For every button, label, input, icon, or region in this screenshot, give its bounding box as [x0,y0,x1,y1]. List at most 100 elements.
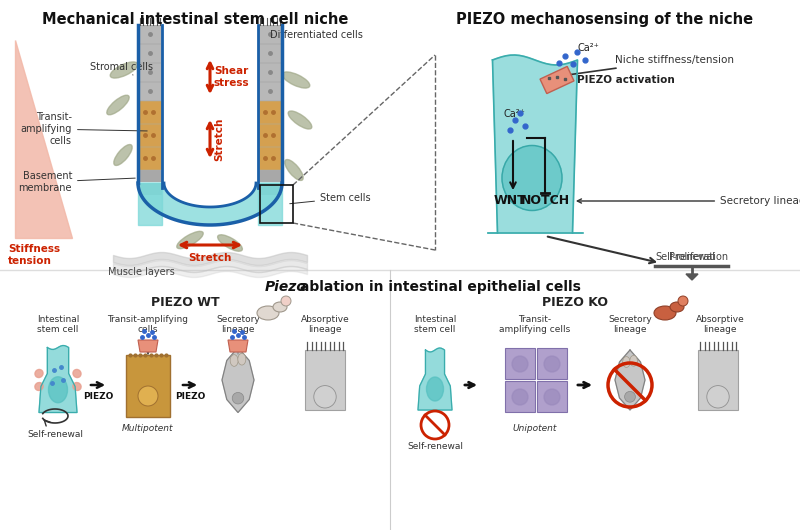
Circle shape [544,389,560,405]
Polygon shape [228,340,248,352]
Text: ablation in intestinal epithelial cells: ablation in intestinal epithelial cells [295,280,581,294]
Circle shape [512,389,528,405]
Ellipse shape [218,235,242,251]
Polygon shape [487,55,582,233]
Polygon shape [138,183,282,225]
Ellipse shape [114,145,132,165]
Polygon shape [615,350,645,410]
Ellipse shape [670,302,684,312]
Circle shape [314,386,336,408]
Bar [259,44,281,62]
Bar [139,124,161,146]
Ellipse shape [230,355,238,366]
Polygon shape [222,348,254,412]
Ellipse shape [257,306,279,320]
Ellipse shape [238,354,246,365]
Text: Self-renewal: Self-renewal [27,430,83,439]
Polygon shape [138,183,162,225]
Bar [259,170,281,181]
Text: Transit-
amplifying cells: Transit- amplifying cells [499,315,570,334]
Bar [139,147,161,169]
Text: Absorptive
lineage: Absorptive lineage [696,315,744,334]
Ellipse shape [282,72,310,88]
Text: WNT: WNT [494,195,526,208]
Text: Niche stiffness/tension: Niche stiffness/tension [565,55,734,77]
Circle shape [281,296,291,306]
Bar [698,350,738,410]
Text: Piezo: Piezo [265,280,307,294]
Polygon shape [258,183,282,225]
Text: PIEZO WT: PIEZO WT [150,296,219,309]
Text: Ca²⁺: Ca²⁺ [578,43,600,53]
Bar [260,185,293,223]
Bar [139,44,161,62]
Text: PIEZO: PIEZO [175,392,205,401]
Circle shape [512,356,528,372]
Ellipse shape [288,111,312,129]
Ellipse shape [49,377,67,403]
Ellipse shape [630,356,638,366]
Bar [259,101,281,123]
Bar [537,348,567,379]
Text: Multipotent: Multipotent [122,424,174,433]
Text: Absorptive
lineage: Absorptive lineage [301,315,350,334]
Polygon shape [138,340,158,352]
Bar [139,170,161,181]
Circle shape [707,386,730,408]
Bar [139,183,161,194]
Ellipse shape [107,95,129,115]
Text: Intestinal
stem cell: Intestinal stem cell [37,315,79,334]
Ellipse shape [426,377,443,401]
Text: Self-renewal: Self-renewal [407,442,463,451]
Text: Intestinal
stem cell: Intestinal stem cell [414,315,456,334]
Bar [259,82,281,100]
Text: Self-renewal: Self-renewal [655,252,715,262]
Text: Secretory lineage: Secretory lineage [578,196,800,206]
Ellipse shape [177,231,203,249]
Ellipse shape [73,369,81,377]
Circle shape [678,296,688,306]
Text: NOTCH: NOTCH [521,195,570,208]
Text: PIEZO activation: PIEZO activation [577,75,674,85]
Text: Stretch: Stretch [188,253,232,263]
Ellipse shape [502,146,562,210]
Text: Transit-
amplifying
cells: Transit- amplifying cells [21,112,147,146]
Text: Basement
membrane: Basement membrane [18,171,135,193]
Bar [139,82,161,100]
Text: Transit-amplifying
cells: Transit-amplifying cells [107,315,189,334]
Bar [505,381,535,412]
Text: Differentiated cells: Differentiated cells [270,30,363,43]
Polygon shape [540,66,574,94]
Text: Stem cells: Stem cells [290,193,370,204]
Bar [305,350,345,410]
Polygon shape [39,346,77,412]
Polygon shape [418,348,452,410]
Ellipse shape [654,306,676,320]
Circle shape [625,391,635,402]
Text: Shear
stress: Shear stress [214,66,250,88]
Ellipse shape [35,383,43,391]
Text: PIEZO: PIEZO [83,392,113,401]
Text: Unipotent: Unipotent [513,424,557,433]
Bar [126,355,170,417]
Bar [259,183,281,194]
Text: Secretory
lineage: Secretory lineage [216,315,260,334]
Polygon shape [686,274,698,280]
Text: PIEZO mechanosensing of the niche: PIEZO mechanosensing of the niche [457,12,754,27]
Circle shape [138,386,158,406]
Circle shape [232,392,244,404]
Text: Secretory
lineage: Secretory lineage [608,315,652,334]
Bar [259,63,281,81]
Ellipse shape [35,369,43,377]
Text: Ca²⁺: Ca²⁺ [503,109,525,119]
Text: PIEZO KO: PIEZO KO [542,296,608,309]
Bar [139,101,161,123]
Ellipse shape [73,383,81,391]
Text: Stromal cells: Stromal cells [90,62,153,75]
Text: Muscle layers: Muscle layers [108,267,174,277]
Bar [505,348,535,379]
Polygon shape [15,40,72,238]
Bar [139,63,161,81]
Bar [259,25,281,43]
Bar [537,381,567,412]
